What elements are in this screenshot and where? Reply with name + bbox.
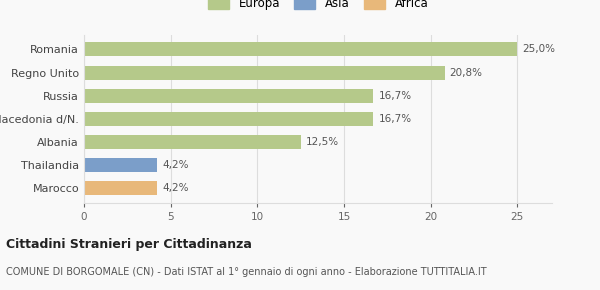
Text: 12,5%: 12,5% (306, 137, 339, 147)
Bar (84, 135, 301, 149)
Text: 16,7%: 16,7% (379, 91, 412, 101)
Text: 4,2%: 4,2% (162, 183, 188, 193)
Text: 16,7%: 16,7% (379, 114, 412, 124)
Text: COMUNE DI BORGOMALE (CN) - Dati ISTAT al 1° gennaio di ogni anno - Elaborazione : COMUNE DI BORGOMALE (CN) - Dati ISTAT al… (6, 267, 487, 277)
Text: 4,2%: 4,2% (162, 160, 188, 170)
Bar (84, 182, 157, 195)
Text: 20,8%: 20,8% (450, 68, 483, 77)
Legend: Europa, Asia, Africa: Europa, Asia, Africa (204, 0, 432, 14)
Text: Cittadini Stranieri per Cittadinanza: Cittadini Stranieri per Cittadinanza (6, 238, 252, 251)
Bar (84, 89, 373, 103)
Bar (84, 112, 373, 126)
Bar (84, 158, 157, 172)
Text: 25,0%: 25,0% (523, 44, 556, 55)
Bar (84, 66, 445, 79)
Bar (84, 42, 517, 56)
